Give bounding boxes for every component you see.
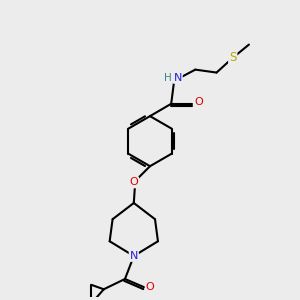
Text: H: H (164, 73, 172, 83)
Text: N: N (130, 251, 138, 261)
Text: O: O (129, 177, 138, 188)
Text: O: O (146, 282, 154, 292)
Text: O: O (194, 97, 203, 107)
Text: N: N (173, 73, 182, 83)
Text: S: S (229, 51, 236, 64)
